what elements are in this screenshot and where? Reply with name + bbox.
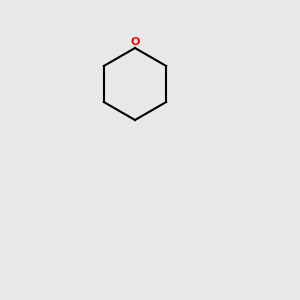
Text: O: O (130, 37, 140, 47)
